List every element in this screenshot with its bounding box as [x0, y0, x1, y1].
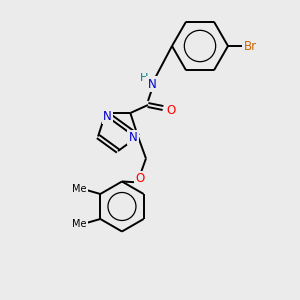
Text: O: O	[167, 103, 176, 116]
Text: N: N	[129, 131, 137, 144]
Text: Me: Me	[72, 219, 87, 229]
Text: Br: Br	[243, 40, 256, 52]
Text: H: H	[140, 73, 148, 83]
Text: Me: Me	[72, 184, 87, 194]
Text: N: N	[103, 110, 112, 122]
Text: O: O	[135, 172, 145, 185]
Text: N: N	[148, 77, 156, 91]
